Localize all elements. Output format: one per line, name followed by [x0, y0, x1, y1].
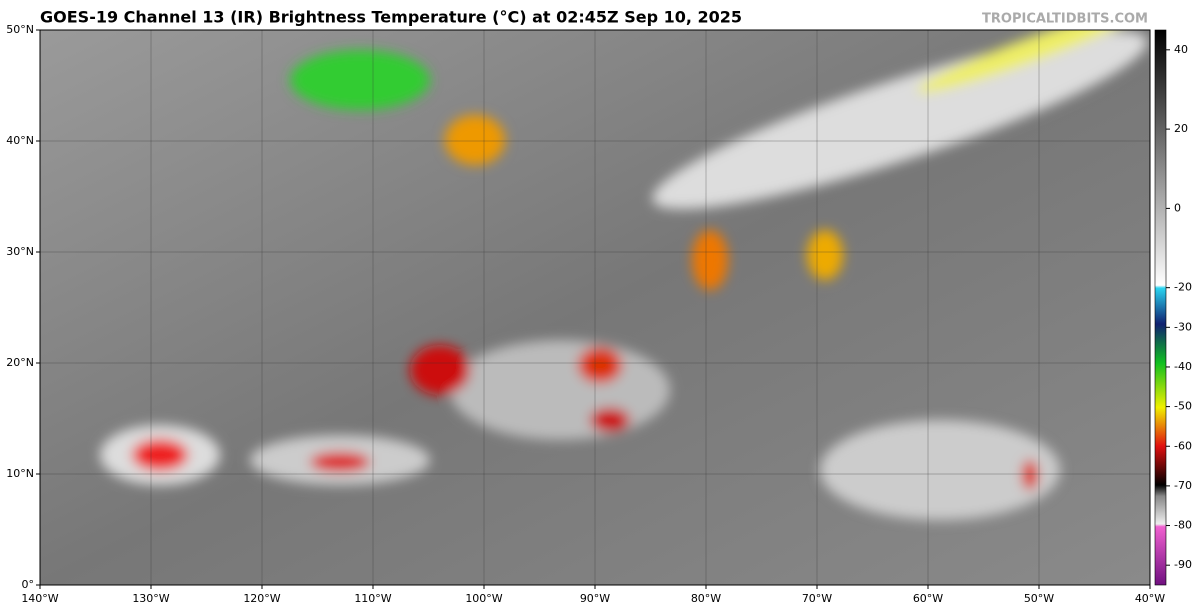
lon-tick-label: 110°W [354, 592, 391, 605]
lon-tick-label: 80°W [691, 592, 721, 605]
colorbar-tick-label: -90 [1174, 558, 1192, 571]
lon-tick-label: 140°W [21, 592, 58, 605]
colorbar-tick-label: -40 [1174, 360, 1192, 373]
colorbar-tick-label: -70 [1174, 479, 1192, 492]
colorbar-tick-label: 40 [1174, 43, 1188, 56]
lat-tick-label: 30°N [6, 245, 34, 258]
lon-tick-label: 40°W [1135, 592, 1165, 605]
title: GOES-19 Channel 13 (IR) Brightness Tempe… [40, 8, 742, 27]
lon-tick-label: 50°W [1024, 592, 1054, 605]
lat-tick-label: 50°N [6, 23, 34, 36]
lat-tick-label: 10°N [6, 467, 34, 480]
colorbar-tick-label: -80 [1174, 519, 1192, 532]
lon-tick-label: 130°W [132, 592, 169, 605]
lon-tick-label: 100°W [465, 592, 502, 605]
lat-tick-label: 0° [22, 578, 35, 591]
lon-tick-label: 90°W [580, 592, 610, 605]
credit: TROPICALTIDBITS.COM [982, 12, 1148, 27]
colorbar-tick-label: 0 [1174, 201, 1181, 214]
colorbar [1154, 29, 1167, 586]
colorbar-tick-label: -20 [1174, 281, 1192, 294]
lon-tick-label: 70°W [802, 592, 832, 605]
colorbar-tick-label: -30 [1174, 320, 1192, 333]
satellite-image [40, 30, 1150, 585]
lat-tick-label: 40°N [6, 134, 34, 147]
colorbar-tick-label: 20 [1174, 122, 1188, 135]
colorbar-tick-label: -60 [1174, 439, 1192, 452]
colorbar-tick-label: -50 [1174, 400, 1192, 413]
lon-tick-label: 60°W [913, 592, 943, 605]
lon-tick-label: 120°W [243, 592, 280, 605]
lat-tick-label: 20°N [6, 356, 34, 369]
